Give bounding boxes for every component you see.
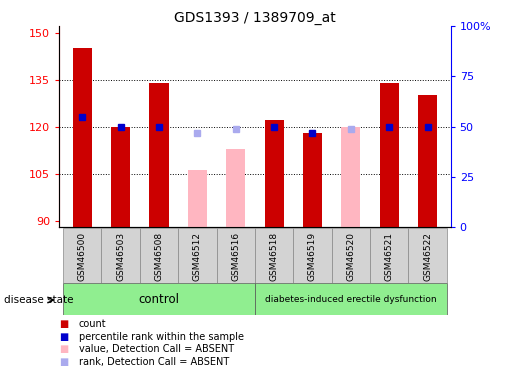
Bar [63, 228, 101, 283]
Bar [332, 228, 370, 283]
Bar [101, 228, 140, 283]
Bar [370, 228, 408, 283]
Bar [178, 228, 216, 283]
Text: GSM46508: GSM46508 [154, 232, 163, 281]
Bar [303, 133, 322, 227]
Bar [73, 48, 92, 227]
Bar [140, 228, 178, 283]
Bar [63, 283, 255, 315]
Bar [418, 95, 437, 227]
Bar [255, 283, 447, 315]
Text: GSM46516: GSM46516 [231, 232, 240, 281]
Bar [408, 228, 447, 283]
Bar [149, 82, 168, 227]
Bar [226, 148, 245, 227]
Text: count: count [79, 320, 107, 329]
Text: GSM46520: GSM46520 [347, 232, 355, 281]
Bar [294, 228, 332, 283]
Bar [265, 120, 284, 227]
Text: diabetes-induced erectile dysfunction: diabetes-induced erectile dysfunction [265, 295, 437, 304]
Bar [111, 127, 130, 227]
Text: GSM46503: GSM46503 [116, 232, 125, 281]
Text: disease state: disease state [4, 295, 74, 305]
Text: ■: ■ [59, 344, 68, 354]
Bar [380, 82, 399, 227]
Text: GSM46518: GSM46518 [270, 232, 279, 281]
Text: ■: ■ [59, 357, 68, 366]
Text: GSM46519: GSM46519 [308, 232, 317, 281]
Text: GSM46512: GSM46512 [193, 232, 202, 281]
Bar [341, 127, 360, 227]
Title: GDS1393 / 1389709_at: GDS1393 / 1389709_at [174, 11, 336, 25]
Text: value, Detection Call = ABSENT: value, Detection Call = ABSENT [79, 344, 234, 354]
Text: GSM46500: GSM46500 [78, 232, 87, 281]
Bar [216, 228, 255, 283]
Text: GSM46521: GSM46521 [385, 232, 394, 281]
Text: ■: ■ [59, 320, 68, 329]
Text: rank, Detection Call = ABSENT: rank, Detection Call = ABSENT [79, 357, 229, 366]
Text: GSM46522: GSM46522 [423, 232, 432, 281]
Text: ■: ■ [59, 332, 68, 342]
Bar [255, 228, 294, 283]
Text: control: control [139, 292, 180, 306]
Bar [188, 171, 207, 227]
Text: percentile rank within the sample: percentile rank within the sample [79, 332, 244, 342]
